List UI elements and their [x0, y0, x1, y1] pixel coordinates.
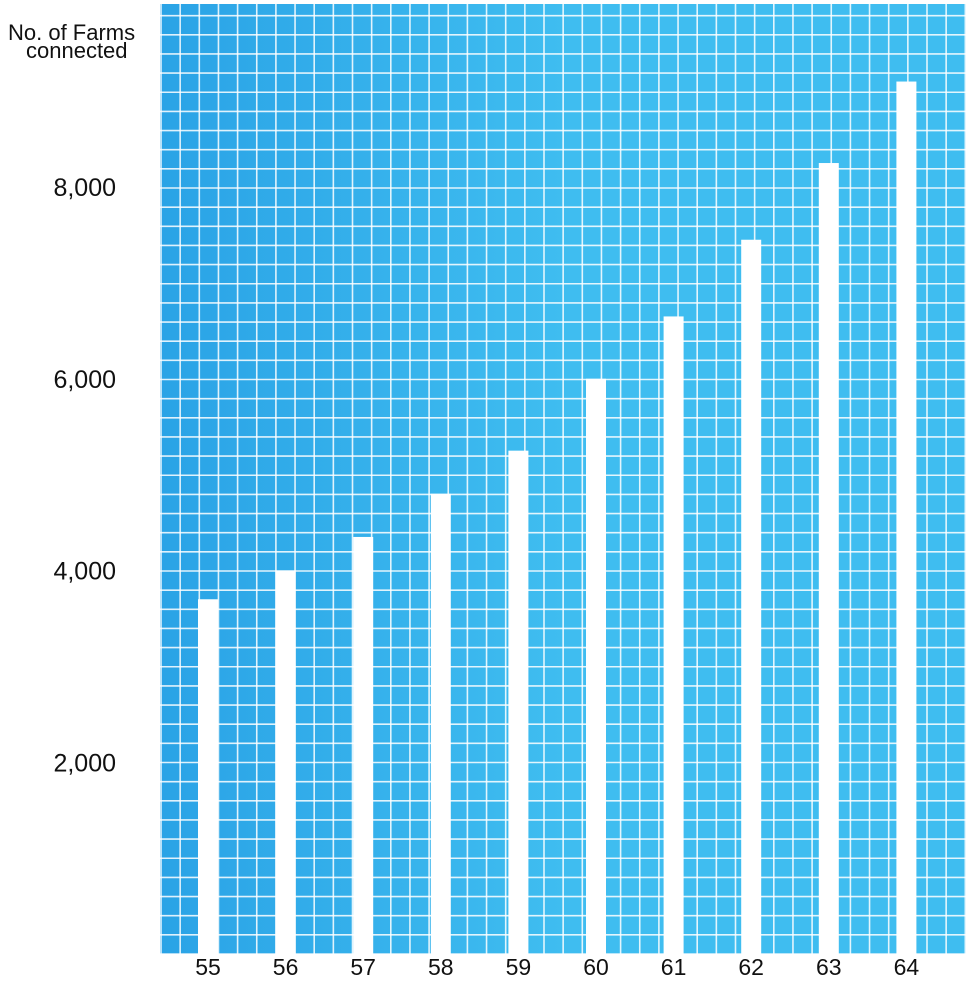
bar-61 — [663, 316, 684, 954]
bar-64 — [896, 81, 917, 955]
x-tick-label: 63 — [816, 954, 842, 980]
y-axis-label-line2: connected — [26, 38, 128, 63]
x-tick-label: 57 — [350, 954, 376, 980]
x-tick-labels: 55 56 57 58 59 60 61 62 63 64 — [195, 954, 919, 980]
y-tick-labels: 2,000 4,000 6,000 8,000 — [53, 174, 116, 777]
y-tick-label: 2,000 — [53, 749, 116, 777]
x-tick-label: 64 — [894, 954, 920, 980]
y-tick-label: 6,000 — [53, 366, 116, 394]
bar-63 — [818, 163, 839, 954]
bar-56 — [275, 570, 296, 954]
x-tick-label: 59 — [506, 954, 532, 980]
x-tick-label: 60 — [583, 954, 609, 980]
bars — [198, 81, 917, 955]
bar-62 — [741, 239, 762, 954]
y-tick-label: 4,000 — [53, 558, 116, 586]
x-tick-label: 61 — [661, 954, 687, 980]
bar-59 — [508, 450, 529, 954]
y-tick-label: 8,000 — [53, 174, 116, 202]
bar-55 — [198, 599, 218, 954]
x-tick-label: 55 — [195, 954, 221, 980]
x-tick-label: 56 — [273, 954, 299, 980]
x-tick-label: 62 — [738, 954, 764, 980]
bar-60 — [586, 378, 606, 954]
bar-57 — [353, 536, 374, 954]
x-tick-label: 58 — [428, 954, 454, 980]
y-axis-label-line1: No. of Farms — [8, 20, 135, 45]
bar-58 — [430, 493, 451, 954]
